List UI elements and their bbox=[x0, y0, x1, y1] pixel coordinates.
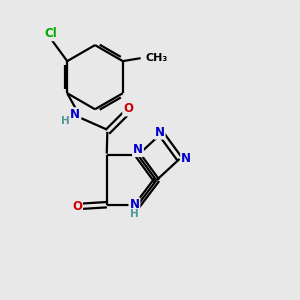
Text: N: N bbox=[129, 198, 140, 211]
Text: N: N bbox=[133, 143, 143, 156]
Text: H: H bbox=[61, 116, 70, 126]
Text: N: N bbox=[70, 108, 80, 121]
Text: Cl: Cl bbox=[44, 27, 57, 40]
Text: O: O bbox=[72, 200, 82, 213]
Text: N: N bbox=[181, 152, 191, 165]
Text: O: O bbox=[123, 103, 133, 116]
Text: N: N bbox=[155, 126, 165, 139]
Text: CH₃: CH₃ bbox=[146, 53, 168, 63]
Text: H: H bbox=[130, 209, 139, 219]
